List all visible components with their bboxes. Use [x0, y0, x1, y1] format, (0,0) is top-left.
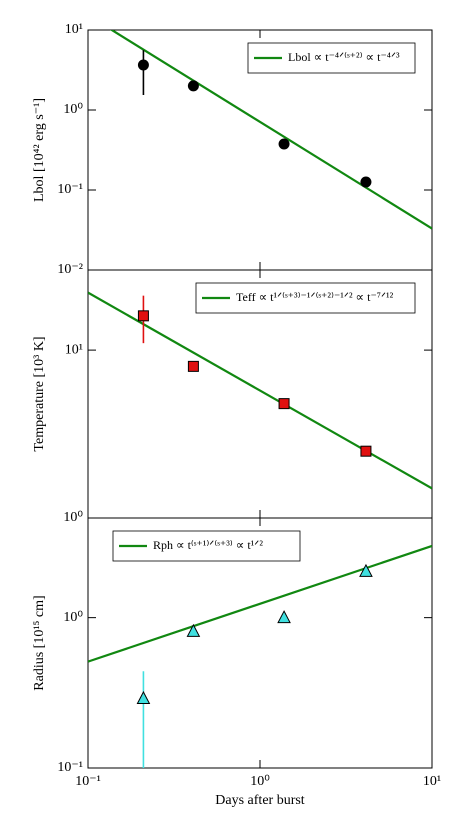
data-point: [137, 59, 149, 71]
y-tick-label: 10⁰: [63, 102, 83, 117]
data-point: [277, 610, 291, 624]
data-point: [360, 176, 372, 188]
x-tick-label: 10⁰: [250, 774, 270, 789]
y-axis-label: Radius [10¹⁵ cm]: [32, 595, 47, 690]
x-tick-label: 10¹: [423, 774, 441, 789]
plot-area: [88, 291, 432, 490]
data-point: [360, 445, 372, 457]
data-point: [278, 138, 290, 150]
y-tick-label: 10⁰: [63, 610, 83, 625]
data-point: [359, 563, 373, 577]
data-point: [137, 310, 149, 322]
fit-line: [88, 544, 432, 663]
plot-area: [88, 544, 432, 768]
y-tick-label: 10⁻¹: [57, 182, 83, 197]
y-tick-label: 10¹: [65, 342, 83, 357]
x-axis-label: Days after burst: [215, 793, 305, 808]
legend-label: Rph ∝ t⁽ˢ⁺¹⁾ᐟ⁽ˢ⁺³⁾ ∝ t¹ᐟ²: [153, 538, 263, 552]
data-point: [278, 398, 290, 410]
legend-label: Teff ∝ t¹ᐟ⁽ˢ⁺³⁾⁻¹ᐟ⁽ˢ⁺²⁾⁻¹ᐟ² ∝ t⁻⁷ᐟ¹²: [236, 290, 394, 304]
y-axis-label: Lbol [10⁴² erg s⁻¹]: [32, 98, 47, 202]
fit-line: [109, 30, 432, 230]
y-tick-label: 10¹: [65, 22, 83, 37]
legend-box: [195, 282, 416, 314]
legend-label: Lbol ∝ t⁻⁴ᐟ⁽ˢ⁺²⁾ ∝ t⁻⁴ᐟ³: [288, 50, 400, 64]
plot-area: [109, 30, 432, 230]
data-point: [187, 80, 199, 92]
y-tick-label: 10⁻¹: [57, 760, 83, 775]
x-tick-label: 10⁻¹: [75, 774, 101, 789]
fit-line: [88, 291, 432, 490]
y-tick-label: 10⁻²: [57, 262, 83, 277]
y-axis-label: Temperature [10³ K]: [32, 336, 47, 451]
data-point: [136, 690, 151, 704]
data-point: [186, 623, 201, 637]
data-point: [187, 360, 199, 372]
y-tick-label: 10⁰: [63, 510, 83, 525]
